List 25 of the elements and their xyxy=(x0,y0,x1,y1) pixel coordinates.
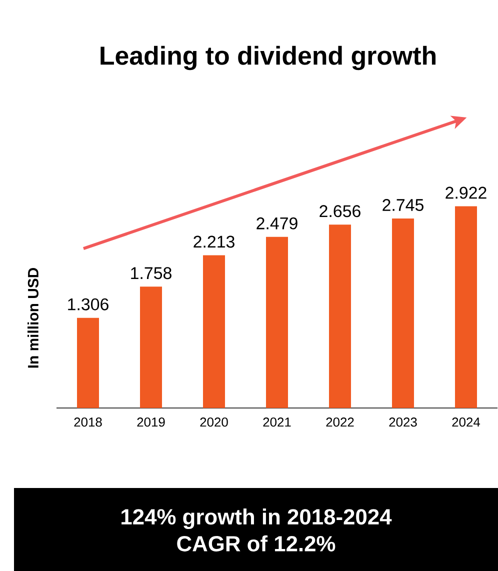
x-tick-label: 2020 xyxy=(200,418,228,427)
data-label: 1.306 xyxy=(68,298,108,310)
data-label: 2.922 xyxy=(446,186,486,199)
x-tick-label: 2021 xyxy=(263,418,291,427)
data-label: 2.213 xyxy=(194,236,234,248)
bar xyxy=(77,318,99,408)
data-label: 1.758 xyxy=(131,267,172,280)
data-label: 2.656 xyxy=(320,205,360,218)
bar xyxy=(328,224,351,408)
chart-title: Leading to dividend growth xyxy=(100,46,436,70)
bar xyxy=(266,236,288,408)
x-tick-label: 2019 xyxy=(137,418,165,427)
bar xyxy=(140,286,162,408)
bar xyxy=(392,218,414,408)
x-tick-label: 2022 xyxy=(326,418,354,427)
x-tick-label: 2023 xyxy=(389,418,417,427)
x-tick-label: 2018 xyxy=(74,418,102,427)
data-label: 2.479 xyxy=(256,217,298,230)
bar xyxy=(454,206,477,408)
y-axis-title: In million USD xyxy=(28,268,38,368)
bar xyxy=(203,255,225,408)
x-tick-label: 2024 xyxy=(452,418,480,427)
text: 124% growth in 2018-2024 xyxy=(122,508,392,530)
text: CAGR of 12.2% xyxy=(177,535,336,552)
data-label: 2.745 xyxy=(382,199,424,212)
